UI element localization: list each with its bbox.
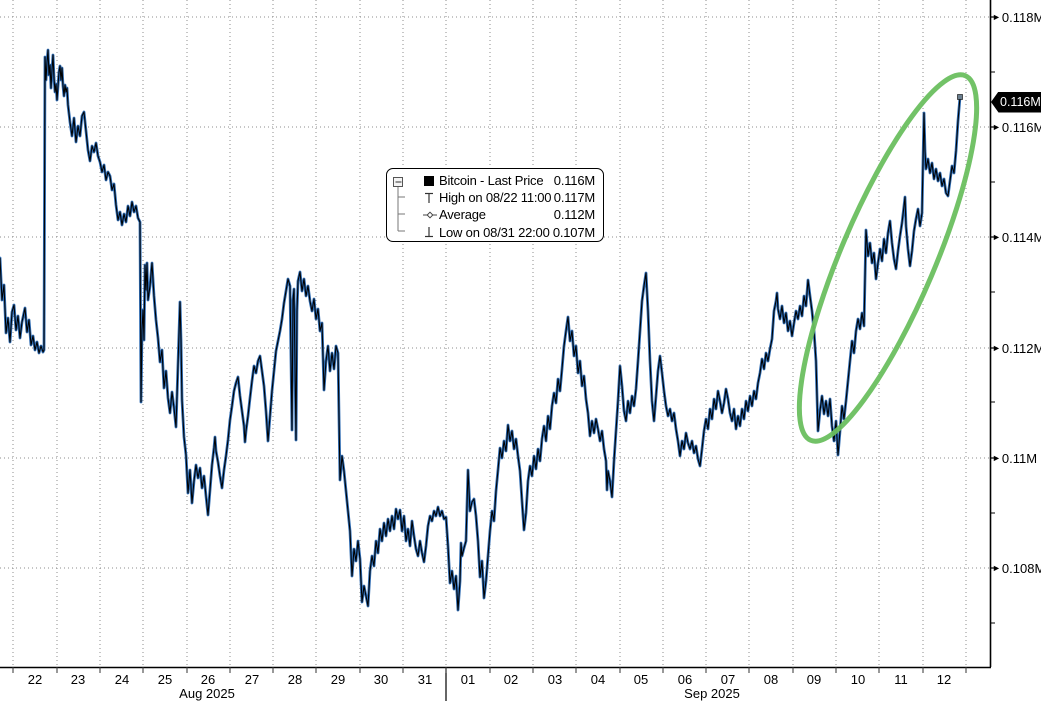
tick-arrow-icon: ► bbox=[992, 342, 1001, 353]
y-tick-text: 0.108M bbox=[1001, 560, 1041, 576]
x-axis-day-label: 22 bbox=[27, 672, 43, 687]
y-axis-tick-label: ► 0.118M bbox=[992, 8, 1041, 26]
x-axis-day-label: 03 bbox=[547, 672, 563, 687]
tick-arrow-icon: ► bbox=[992, 562, 1001, 573]
x-axis-day-label: 23 bbox=[70, 672, 86, 687]
x-axis-day-label: 08 bbox=[763, 672, 779, 687]
legend-value: 0.112M bbox=[553, 207, 595, 223]
x-axis-day-label: 11 bbox=[894, 672, 908, 687]
tick-arrow-icon: ► bbox=[992, 452, 1001, 463]
y-tick-text: 0.114M bbox=[1001, 229, 1041, 245]
legend-row-last-price: Bitcoin - Last Price 0.116M bbox=[423, 172, 595, 189]
high-marker-icon bbox=[423, 192, 439, 204]
legend-value: 0.117M bbox=[553, 190, 595, 206]
x-axis-day-label: 29 bbox=[330, 672, 346, 687]
y-axis-tick-label: ► 0.112M bbox=[992, 339, 1041, 357]
month-label: Sep 2025 bbox=[684, 686, 740, 701]
legend-row-low: Low on 08/31 22:00 0.107M bbox=[423, 224, 595, 241]
last-price-tag: 0.116M bbox=[991, 91, 1041, 113]
tick-arrow-icon: ► bbox=[992, 121, 1001, 132]
x-axis-day-label: 25 bbox=[157, 672, 173, 687]
last-point-marker bbox=[957, 94, 963, 100]
x-axis-day-label: 24 bbox=[114, 672, 130, 687]
x-axis-day-label: 04 bbox=[590, 672, 606, 687]
y-axis-tick-label: ► 0.114M bbox=[992, 228, 1041, 246]
x-axis-day-label: 07 bbox=[720, 672, 736, 687]
legend-value: 0.116M bbox=[553, 173, 595, 189]
expand-collapse-icon[interactable] bbox=[393, 177, 403, 187]
month-label: Aug 2025 bbox=[179, 686, 235, 701]
y-axis-tick-label: ► 0.11M bbox=[992, 449, 1037, 467]
legend-label: Bitcoin - Last Price bbox=[439, 173, 544, 189]
y-tick-text: 0.112M bbox=[1001, 340, 1041, 356]
x-axis-day-label: 31 bbox=[417, 672, 433, 687]
x-axis-day-label: 02 bbox=[503, 672, 519, 687]
legend-label: High on 08/22 11:00 bbox=[439, 190, 552, 206]
legend-label: Average bbox=[439, 207, 486, 223]
series-swatch-icon bbox=[423, 175, 439, 187]
chart-legend: Bitcoin - Last Price 0.116M High on 08/2… bbox=[386, 168, 604, 242]
y-tick-text: 0.116M bbox=[1001, 119, 1041, 135]
legend-row-high: High on 08/22 11:00 0.117M bbox=[423, 189, 595, 206]
x-axis-day-label: 09 bbox=[806, 672, 822, 687]
average-marker-icon bbox=[423, 209, 439, 221]
x-axis-day-label: 06 bbox=[677, 672, 693, 687]
y-tick-text: 0.11M bbox=[1001, 450, 1038, 466]
legend-label: Low on 08/31 22:00 bbox=[439, 224, 550, 240]
y-tick-text: 0.118M bbox=[1001, 9, 1041, 25]
x-axis-day-label: 01 bbox=[460, 672, 476, 687]
legend-row-average: Average 0.112M bbox=[423, 206, 595, 223]
y-axis-tick-label: ► 0.116M bbox=[992, 118, 1041, 136]
tick-arrow-icon: ► bbox=[992, 11, 1001, 22]
price-line-black bbox=[0, 49, 961, 611]
x-axis-day-label: 27 bbox=[244, 672, 260, 687]
tick-arrow-icon: ► bbox=[992, 231, 1001, 242]
x-axis-day-label: 28 bbox=[287, 672, 303, 687]
x-axis-day-label: 26 bbox=[200, 672, 216, 687]
trend-ellipse-annotation bbox=[796, 72, 980, 444]
legend-tree-lines bbox=[397, 187, 405, 232]
x-axis-day-label: 05 bbox=[633, 672, 649, 687]
x-axis-day-label: 30 bbox=[373, 672, 389, 687]
last-price-value: 0.116M bbox=[1000, 95, 1041, 109]
legend-value: 0.107M bbox=[552, 224, 595, 240]
y-axis-tick-label: ► 0.108M bbox=[992, 559, 1041, 577]
x-axis-day-label: 12 bbox=[936, 672, 952, 687]
x-axis-day-label: 10 bbox=[850, 672, 866, 687]
legend-tree bbox=[393, 177, 405, 232]
low-marker-icon bbox=[423, 226, 439, 238]
